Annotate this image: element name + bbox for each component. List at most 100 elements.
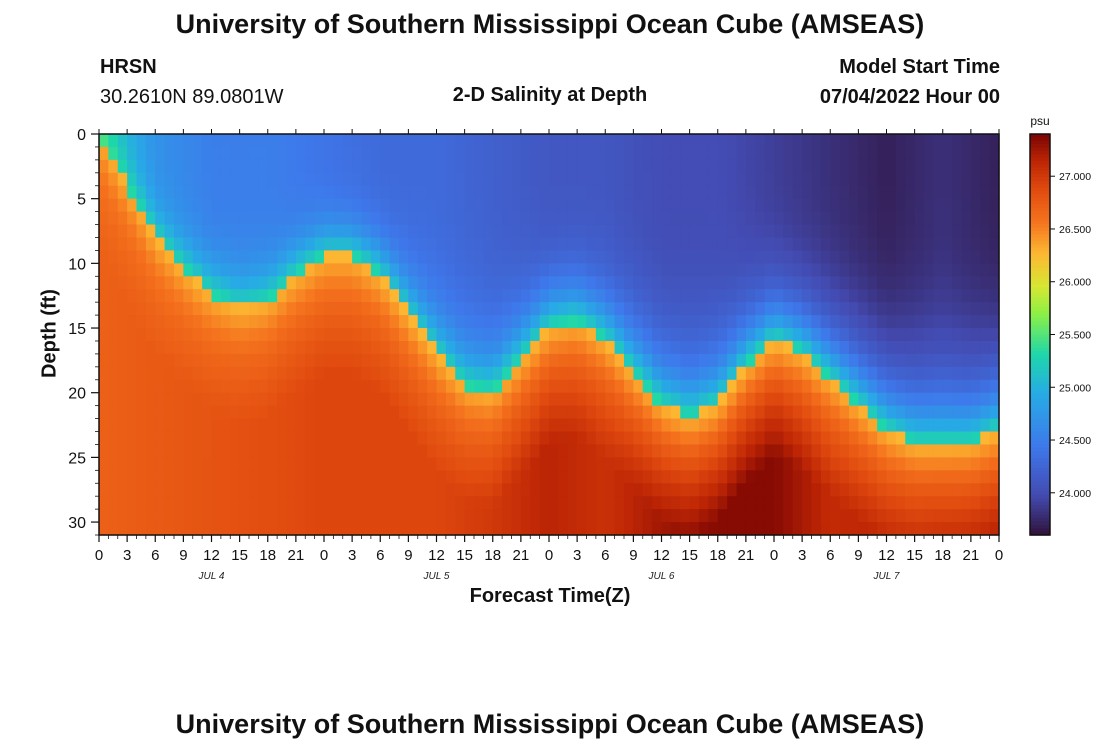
heatmap-cell — [145, 328, 156, 342]
heatmap-cell — [989, 340, 1000, 355]
heatmap-cell — [324, 340, 334, 355]
heatmap-cell — [145, 146, 156, 161]
heatmap-cell — [717, 172, 728, 187]
heatmap-cell — [445, 224, 456, 239]
heatmap-cell — [539, 392, 550, 407]
heatmap-cell — [755, 509, 766, 523]
heatmap-cell — [755, 237, 766, 252]
heatmap-cell — [342, 444, 353, 458]
heatmap-cell — [539, 263, 550, 277]
heatmap-cell — [314, 340, 325, 355]
heatmap-cell — [792, 198, 803, 213]
heatmap-cell — [183, 198, 194, 213]
heatmap-cell — [942, 496, 953, 510]
heatmap-cell — [520, 237, 531, 252]
heatmap-cell — [305, 392, 316, 407]
heatmap-cell — [408, 522, 419, 536]
heatmap-cell — [839, 302, 850, 316]
heatmap-cell — [567, 263, 578, 277]
heatmap-cell — [220, 405, 231, 420]
heatmap-cell — [192, 263, 203, 277]
heatmap-cell — [577, 470, 588, 484]
heatmap-cell — [108, 211, 119, 226]
heatmap-cell — [324, 276, 334, 290]
heatmap-cell — [980, 302, 991, 316]
heatmap-cell — [586, 366, 597, 381]
heatmap-cell — [305, 185, 316, 200]
heatmap-cell — [680, 353, 691, 368]
heatmap-cell — [670, 146, 681, 161]
heatmap-cell — [99, 276, 109, 290]
colorbar-swatch — [1030, 234, 1050, 239]
y-tick-label: 30 — [68, 515, 86, 532]
heatmap-cell — [183, 353, 194, 368]
heatmap-cell — [924, 289, 934, 303]
heatmap-cell — [708, 509, 719, 523]
heatmap-cell — [202, 185, 213, 200]
heatmap-cell — [520, 302, 531, 316]
heatmap-cell — [174, 134, 184, 148]
heatmap-cell — [174, 483, 184, 497]
heatmap-cell — [370, 405, 381, 420]
heatmap-cell — [361, 146, 372, 161]
heatmap-cell — [605, 353, 616, 368]
heatmap-cell — [849, 496, 859, 510]
heatmap-cell — [136, 457, 147, 471]
heatmap-cell — [577, 340, 588, 355]
heatmap-cell — [914, 496, 925, 510]
heatmap-cell — [155, 483, 166, 497]
heatmap-cell — [867, 470, 878, 484]
heatmap-cell — [980, 276, 991, 290]
heatmap-cell — [914, 237, 925, 252]
heatmap-cell — [399, 366, 409, 381]
heatmap-cell — [811, 392, 822, 407]
colorbar-swatch — [1030, 281, 1050, 285]
heatmap-cell — [839, 483, 850, 497]
heatmap-cell — [127, 470, 138, 484]
colorbar-swatch — [1030, 501, 1050, 506]
heatmap-cell — [980, 353, 991, 368]
heatmap-cell — [145, 392, 156, 407]
heatmap-cell — [352, 340, 363, 355]
heatmap-cell — [117, 159, 128, 174]
heatmap-cell — [286, 185, 297, 200]
heatmap-cell — [483, 522, 494, 536]
heatmap-cell — [474, 431, 484, 446]
heatmap-cell — [220, 379, 231, 394]
heatmap-cell — [314, 328, 325, 342]
heatmap-cell — [502, 224, 513, 239]
heatmap-cell — [633, 457, 644, 471]
heatmap-cell — [558, 289, 569, 303]
heatmap-cell — [708, 431, 719, 446]
heatmap-cell — [249, 418, 259, 433]
heatmap-cell — [183, 509, 194, 523]
heatmap-cell — [905, 522, 916, 536]
heatmap-cell — [530, 159, 541, 174]
heatmap-cell — [624, 315, 634, 329]
heatmap-cell — [839, 444, 850, 458]
heatmap-cell — [117, 250, 128, 264]
heatmap-cell — [474, 172, 484, 187]
heatmap-cell — [933, 340, 944, 355]
heatmap-cell — [586, 224, 597, 239]
heatmap-cell — [849, 198, 859, 213]
heatmap-cell — [792, 522, 803, 536]
heatmap-cell — [802, 418, 813, 433]
heatmap-cell — [539, 522, 550, 536]
heatmap-cell — [652, 392, 663, 407]
heatmap-cell — [145, 418, 156, 433]
heatmap-cell — [277, 328, 288, 342]
heatmap-cell — [642, 366, 653, 381]
heatmap-cell — [961, 353, 972, 368]
heatmap-cell — [267, 379, 278, 394]
heatmap-cell — [895, 224, 906, 239]
heatmap-cell — [286, 328, 297, 342]
heatmap-cell — [886, 134, 897, 148]
x-tick-label: 0 — [545, 547, 553, 564]
heatmap-cell — [783, 263, 794, 277]
heatmap-cell — [783, 224, 794, 239]
heatmap-cell — [427, 159, 438, 174]
heatmap-cell — [708, 198, 719, 213]
heatmap-cell — [989, 470, 1000, 484]
heatmap-cell — [549, 172, 559, 187]
